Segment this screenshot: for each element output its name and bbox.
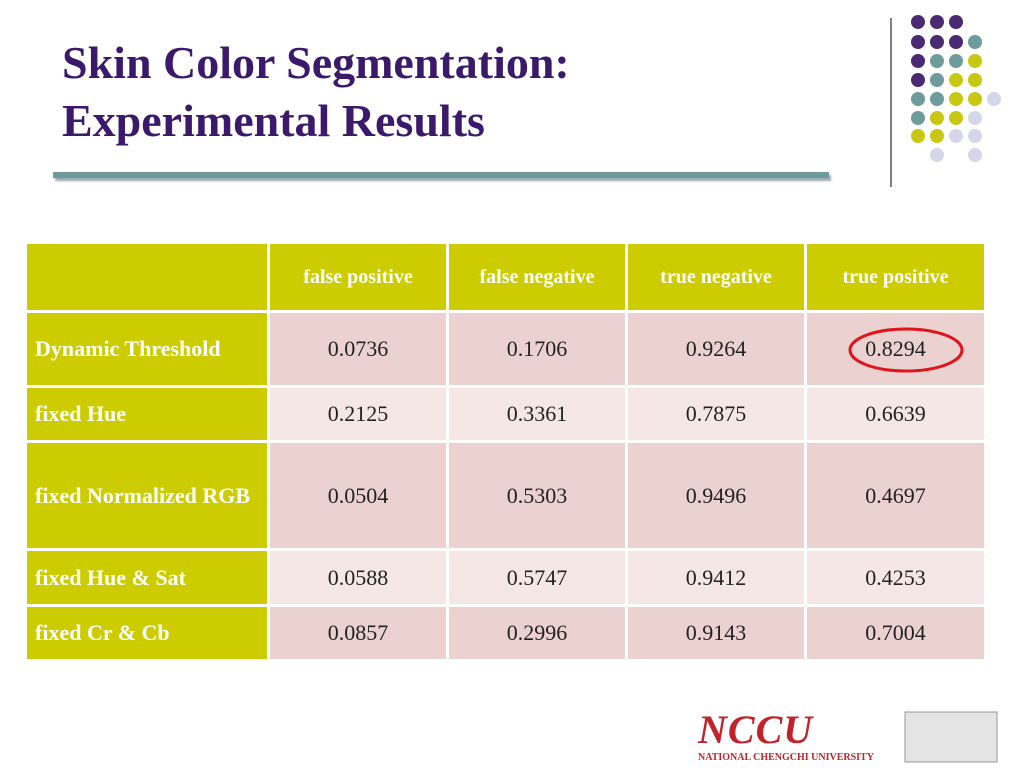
results-table: false positive false negative true negativ…: [24, 241, 987, 662]
cell: 0.6639: [804, 385, 987, 443]
logo: NCCU NATIONAL CHENGCHI UNIVERSITY: [698, 707, 874, 764]
row-header: fixed Cr & Cb: [24, 604, 270, 662]
title-rule: [53, 172, 829, 178]
table-row: Dynamic Threshold 0.0736 0.1706 0.9264 0.829…: [24, 310, 987, 388]
row-header: fixed Normalized RGB: [24, 440, 270, 551]
table-row: fixed Hue & Sat 0.0588 0.5747 0.9412 0.4253: [24, 548, 987, 607]
title-line: Skin Color Segmentation:: [62, 37, 570, 88]
logo-name: NCCU: [698, 707, 814, 752]
slide-title: Skin Color Segmentation: Experimental Re…: [62, 34, 570, 150]
cell: 0.9412: [625, 548, 807, 607]
title-line: Experimental Results: [62, 95, 485, 146]
table-row: fixed Normalized RGB 0.0504 0.5303 0.9496 0.…: [24, 440, 987, 551]
cell: 0.9264: [625, 310, 807, 388]
table-row: fixed Hue 0.2125 0.3361 0.7875 0.6639: [24, 385, 987, 443]
cell: 0.0588: [267, 548, 449, 607]
cell: 0.9143: [625, 604, 807, 662]
cell: 0.2996: [446, 604, 628, 662]
column-header: true positive: [804, 241, 987, 313]
logo-image: [904, 711, 998, 763]
cell: 0.7875: [625, 385, 807, 443]
cell: 0.9496: [625, 440, 807, 551]
column-header: [24, 241, 270, 313]
column-header: false positive: [267, 241, 449, 313]
row-header: Dynamic Threshold: [24, 310, 270, 388]
cell: 0.0504: [267, 440, 449, 551]
cell: 0.5747: [446, 548, 628, 607]
cell: 0.7004: [804, 604, 987, 662]
column-header: false negative: [446, 241, 628, 313]
cell: 0.0736: [267, 310, 449, 388]
row-header: fixed Hue: [24, 385, 270, 443]
cell: 0.8294: [804, 310, 987, 388]
cell: 0.5303: [446, 440, 628, 551]
cell: 0.4253: [804, 548, 987, 607]
dot-grid: [911, 15, 1001, 162]
column-header: true negative: [625, 241, 807, 313]
cell: 0.4697: [804, 440, 987, 551]
logo-subtitle: NATIONAL CHENGCHI UNIVERSITY: [698, 752, 874, 763]
header-row: false positive false negative true negativ…: [24, 241, 987, 313]
cell: 0.3361: [446, 385, 628, 443]
cell: 0.0857: [267, 604, 449, 662]
cell: 0.2125: [267, 385, 449, 443]
cell: 0.1706: [446, 310, 628, 388]
table-row: fixed Cr & Cb 0.0857 0.2996 0.9143 0.7004: [24, 604, 987, 662]
row-header: fixed Hue & Sat: [24, 548, 270, 607]
